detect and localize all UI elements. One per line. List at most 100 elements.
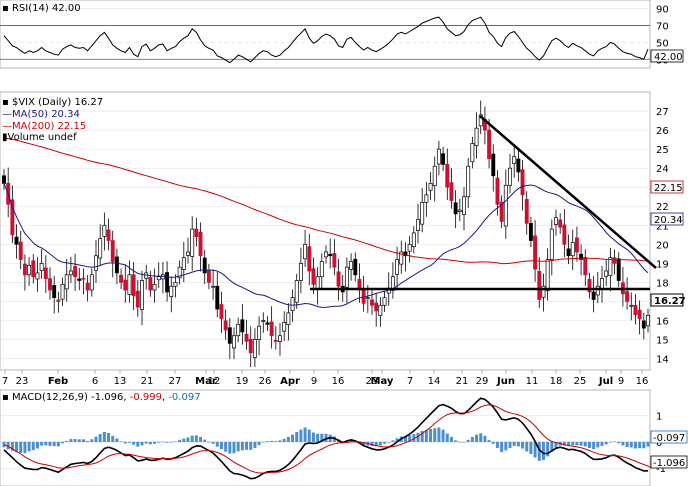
ma50-badge: 20.34 xyxy=(650,212,684,226)
x-tick-label: 26 xyxy=(259,376,272,387)
candle-body xyxy=(252,339,257,358)
x-tick-label: 25 xyxy=(574,376,587,387)
macd-hist-bar xyxy=(169,441,173,443)
candle-body xyxy=(223,320,228,331)
legend: ▪ $VIX (Daily) 16.27 —MA(50) 20.34 —MA(2… xyxy=(2,97,103,143)
candle-body xyxy=(416,219,420,231)
macd-hist-bar xyxy=(173,441,177,443)
candle-body xyxy=(140,280,144,310)
candle-body xyxy=(18,241,23,260)
candle-body xyxy=(608,257,613,276)
macd-hist-bar xyxy=(475,434,479,442)
macd-value: -1.096 xyxy=(91,392,123,403)
macd-hist-bar xyxy=(132,441,136,445)
candle-body xyxy=(31,260,36,278)
price-tick-label: 21 xyxy=(656,221,669,232)
legend-symbol-label: $VIX (Daily) xyxy=(12,97,71,108)
candle-body xyxy=(194,228,199,238)
candle-body xyxy=(424,194,429,203)
x-tick-label: 29 xyxy=(476,376,489,387)
macd-hist-bar xyxy=(245,441,249,450)
candle-body xyxy=(232,335,236,349)
candle-body xyxy=(73,266,78,278)
candle-body xyxy=(165,272,170,293)
macd-hist-bar xyxy=(408,435,412,442)
macd-hist-bar xyxy=(303,427,307,442)
macd-hist-bar xyxy=(625,441,629,447)
candle-body xyxy=(420,202,425,225)
macd-hist-bar xyxy=(261,441,265,443)
candle-body xyxy=(319,261,324,278)
macd-hist-bar xyxy=(56,441,60,447)
macd-hist-bar xyxy=(27,441,31,452)
price-tick-label: 15 xyxy=(656,336,669,347)
macd-hist-bar xyxy=(546,441,550,457)
candle-body xyxy=(152,283,157,291)
macd-hist-bar xyxy=(362,441,366,445)
candle-body xyxy=(633,304,638,316)
macd-panel: ▪ MACD(12,26,9) -1.096, -0.999, -0.097 1… xyxy=(0,389,688,486)
candle-body xyxy=(562,224,567,245)
candle-body xyxy=(336,271,341,287)
macd-hist-bar xyxy=(194,435,198,442)
x-tick-label: Jul xyxy=(598,376,613,387)
candle-body xyxy=(470,143,475,163)
candle-body xyxy=(190,228,195,257)
macd-hist-bar xyxy=(403,435,407,442)
candle-body xyxy=(35,272,40,280)
macd-hist-bar xyxy=(541,441,545,461)
candle-body xyxy=(344,266,349,288)
candle-body xyxy=(102,224,107,237)
legend-ma200-label: MA(200) xyxy=(12,121,54,132)
macd-hist-bar xyxy=(249,441,253,450)
macd-hist-bar xyxy=(583,441,587,447)
candle-body xyxy=(533,235,538,270)
macd-hist-bar xyxy=(94,436,98,442)
legend-ma50-marker: — xyxy=(2,109,12,120)
legend-volume-label: Volume undef xyxy=(8,132,78,143)
legend-ma200: —MA(200) 22.15 xyxy=(2,121,86,132)
candle-body xyxy=(60,283,65,300)
macd-hist-bar xyxy=(596,441,600,448)
macd-hist-bar xyxy=(608,441,612,443)
candle-body xyxy=(135,290,140,308)
candle-body xyxy=(478,114,483,127)
legend-ma50-value: 20.34 xyxy=(51,109,80,120)
price-tick-label: 20 xyxy=(656,240,669,251)
price-tick-label: 27 xyxy=(656,107,669,118)
macd-hist-bar xyxy=(562,441,566,446)
candle-body xyxy=(349,261,354,270)
candle-body xyxy=(98,238,103,259)
candle-body xyxy=(370,299,374,306)
macd-hist-bar xyxy=(52,441,56,447)
macd-hist-bar xyxy=(119,441,123,443)
x-tick-label: 14 xyxy=(428,376,441,387)
candle-body xyxy=(177,266,182,279)
candle-body xyxy=(428,183,433,191)
legend-symbol: ▪ $VIX (Daily) 16.27 xyxy=(2,97,103,108)
macd-signal-value: -0.999 xyxy=(130,392,162,403)
macd-hist-bar xyxy=(215,441,219,447)
x-tick-label: 7 xyxy=(2,376,8,387)
candle-body xyxy=(462,196,466,215)
rsi-panel: ▪ RSI(14) 42.00 90705030 42.00 xyxy=(0,0,684,69)
legend-ma50: —MA(50) 20.34 xyxy=(2,109,80,120)
candle-body xyxy=(508,167,512,186)
macd-hist-bar xyxy=(487,440,491,442)
candle-body xyxy=(181,257,186,270)
macd-hist-bar xyxy=(253,441,257,448)
macd-hist-bar xyxy=(69,439,73,442)
price-tick-label: 24 xyxy=(656,164,669,175)
candle-body xyxy=(449,182,454,201)
macd-hist-bar xyxy=(307,429,311,442)
macd-hist-bar xyxy=(44,441,48,446)
candle-body xyxy=(503,184,508,227)
macd-hist-bar xyxy=(40,441,44,446)
x-tick-label: 13 xyxy=(114,376,127,387)
price-tick-label: 26 xyxy=(656,126,669,137)
candle-body xyxy=(273,339,278,342)
macd-hist-bar xyxy=(15,441,19,453)
candle-body xyxy=(403,251,408,257)
macd-hist-bar xyxy=(282,438,286,442)
